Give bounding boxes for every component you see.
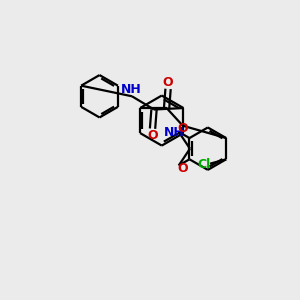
Text: O: O — [163, 76, 173, 89]
Text: O: O — [177, 122, 188, 135]
Text: O: O — [177, 162, 188, 175]
Text: NH: NH — [164, 126, 185, 139]
Text: NH: NH — [121, 83, 141, 96]
Text: O: O — [147, 129, 158, 142]
Text: Cl: Cl — [197, 158, 211, 171]
